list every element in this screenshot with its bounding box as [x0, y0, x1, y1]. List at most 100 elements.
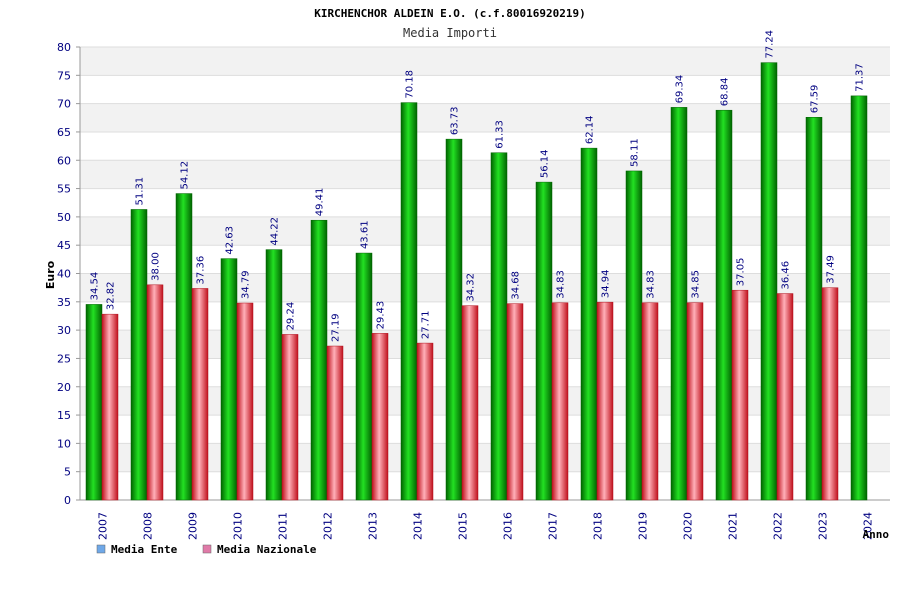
x-tick-label: 2007: [97, 512, 110, 540]
x-tick-label: 2023: [817, 512, 830, 540]
y-axis-label: Euro: [44, 260, 57, 289]
data-label: 34.94: [601, 270, 612, 299]
grid-band: [80, 386, 890, 416]
bar-media-ente-2009: [175, 193, 193, 501]
bar-media-ente-2007: [85, 304, 103, 501]
bar-media-ente-2012: [310, 219, 328, 501]
data-label: 29.24: [286, 302, 297, 331]
data-label: 54.12: [180, 161, 191, 190]
legend: Media Ente Media Nazionale: [96, 543, 317, 556]
bar-media-nazionale-2013: [371, 333, 389, 501]
y-tick-label: 40: [57, 268, 71, 281]
data-label: 61.33: [495, 120, 506, 149]
bar-media-ente-2017: [535, 181, 553, 501]
bar-media-nazionale-2007: [101, 313, 119, 501]
bar-media-nazionale-2009: [191, 288, 209, 501]
y-axis: 0 5 10 15 20 25 30 35 40 45 50 55 60 65 70 75 80: [57, 41, 80, 507]
grid-band: [80, 216, 890, 246]
data-label: 44.22: [270, 217, 281, 246]
bar-media-ente-2015: [445, 138, 463, 501]
y-tick-label: 70: [57, 98, 71, 111]
y-tick-label: 15: [57, 409, 71, 422]
data-label: 34.83: [646, 270, 657, 299]
x-tick-label: 2022: [772, 512, 785, 540]
data-label: 71.37: [855, 63, 866, 92]
chart-subtitle: Media Importi: [403, 26, 497, 40]
data-label: 37.36: [196, 256, 207, 285]
y-tick-label: 5: [64, 466, 71, 479]
x-tick-label: 2017: [547, 512, 560, 540]
data-label: 67.59: [810, 85, 821, 114]
y-tick-label: 0: [64, 494, 71, 507]
grid-band: [80, 160, 890, 189]
data-label: 56.14: [540, 149, 551, 178]
bar-media-ente-2024: [850, 95, 868, 501]
bar-media-nazionale-2020: [686, 302, 704, 501]
data-label: 34.83: [556, 270, 567, 299]
y-tick-label: 55: [57, 183, 71, 196]
x-tick-label: 2009: [187, 512, 200, 540]
y-tick-label: 60: [57, 154, 71, 167]
data-label: 32.82: [106, 282, 117, 311]
data-label: 29.43: [376, 301, 387, 330]
x-tick-label: 2020: [682, 512, 695, 540]
bar-media-nazionale-2023: [821, 287, 839, 501]
grid-band: [80, 273, 890, 302]
legend-swatch-media-nazionale: [202, 544, 212, 554]
bar-media-nazionale-2015: [461, 305, 479, 501]
bar-media-nazionale-2019: [641, 302, 659, 501]
bar-media-ente-2021: [715, 109, 733, 501]
data-label: 34.32: [466, 273, 477, 302]
bar-media-nazionale-2016: [506, 303, 524, 501]
legend-label: Media Nazionale: [217, 543, 317, 556]
legend-label: Media Ente: [111, 543, 178, 556]
bar-media-nazionale-2012: [326, 345, 344, 501]
y-tick-label: 20: [57, 381, 71, 394]
bar-media-ente-2013: [355, 252, 373, 501]
x-tick-label: 2008: [142, 512, 155, 540]
data-label: 68.84: [720, 78, 731, 107]
data-label: 27.19: [331, 313, 342, 342]
x-tick-label: 2016: [502, 512, 515, 540]
y-tick-label: 25: [57, 352, 71, 365]
y-tick-label: 75: [57, 69, 71, 82]
x-tick-label: 2019: [637, 512, 650, 540]
data-label: 34.79: [241, 270, 252, 299]
bar-media-nazionale-2011: [281, 334, 299, 501]
bar-media-ente-2008: [130, 209, 148, 501]
bar-media-ente-2019: [625, 170, 643, 501]
bars: 34.54 32.82 51.31 38.00 54.12 37.36 42.63 34.79…: [85, 30, 868, 501]
bar-media-ente-2022: [760, 62, 778, 501]
data-label: 77.24: [765, 30, 776, 59]
data-label: 34.68: [511, 271, 522, 300]
bar-media-nazionale-2008: [146, 284, 164, 501]
grid-band: [80, 443, 890, 472]
data-label: 37.05: [736, 258, 747, 287]
bar-media-ente-2010: [220, 258, 238, 501]
plot-background: [79, 46, 890, 501]
bar-media-ente-2023: [805, 117, 823, 501]
y-tick-label: 80: [57, 41, 71, 54]
data-label: 51.31: [135, 177, 146, 206]
y-tick-label: 10: [57, 437, 71, 450]
y-tick-label: 35: [57, 296, 71, 309]
data-label: 62.14: [585, 115, 596, 144]
bar-media-nazionale-2017: [551, 302, 569, 501]
bar-media-ente-2014: [400, 102, 418, 501]
data-label: 43.61: [360, 220, 371, 249]
chart-title: KIRCHENCHOR ALDEIN E.O. (c.f.80016920219…: [314, 7, 586, 20]
data-label: 70.18: [405, 70, 416, 99]
bar-media-nazionale-2014: [416, 342, 434, 501]
bar-media-ente-2020: [670, 107, 688, 501]
y-tick-label: 45: [57, 239, 71, 252]
x-tick-label: 2012: [322, 512, 335, 540]
bar-media-nazionale-2018: [596, 301, 614, 501]
x-tick-label: 2010: [232, 512, 245, 540]
grid-band: [80, 330, 890, 359]
y-tick-label: 65: [57, 126, 71, 139]
grid-band: [80, 103, 890, 132]
data-label: 36.46: [781, 261, 792, 290]
legend-swatch-media-ente: [96, 544, 106, 554]
y-tick-label: 50: [57, 211, 71, 224]
data-label: 34.85: [691, 270, 702, 299]
